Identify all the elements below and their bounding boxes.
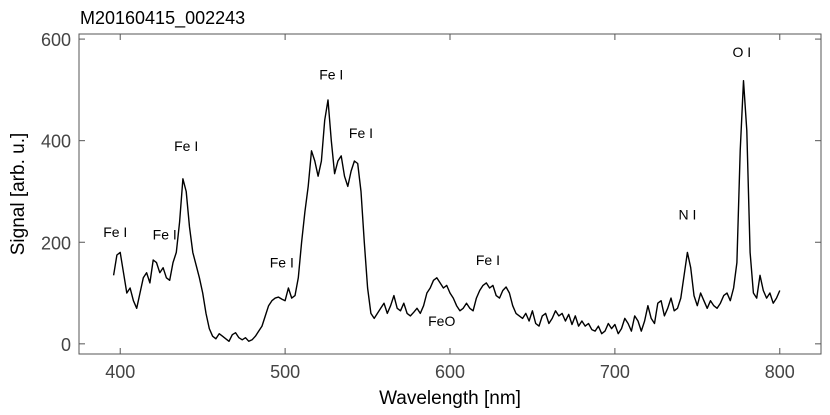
x-axis-label: Wavelength [nm] xyxy=(379,388,521,409)
annotation-label: Fe I xyxy=(103,224,127,240)
x-tick-labels: 400 500 600 700 800 xyxy=(105,362,795,382)
annotation-label: N I xyxy=(678,206,696,222)
y-tick-label: 0 xyxy=(61,335,71,355)
y-tick-label: 600 xyxy=(41,30,71,50)
annotation-label: FeO xyxy=(428,313,455,329)
x-tick-label: 400 xyxy=(105,362,135,382)
x-tick-label: 600 xyxy=(435,362,465,382)
annotation-label: Fe I xyxy=(153,227,177,243)
annotation-label: Fe I xyxy=(174,138,198,154)
chart-title: M20160415_002243 xyxy=(80,8,245,29)
y-tick-labels: 0 200 400 600 xyxy=(41,30,71,355)
annotation-label: Fe I xyxy=(270,255,294,271)
annotation-label: Fe I xyxy=(319,67,343,83)
annotation-label: O I xyxy=(733,44,752,60)
y-axis-label: Signal [arb. u.] xyxy=(8,133,29,256)
annotation-label: Fe I xyxy=(476,252,500,268)
x-tick-label: 800 xyxy=(765,362,795,382)
line-annotations: Fe I Fe I Fe I Fe I Fe I Fe I FeO Fe I N I O I xyxy=(103,44,751,329)
plot-frame xyxy=(78,33,822,355)
axis-ticks xyxy=(79,34,821,354)
signal-series-line xyxy=(112,80,781,342)
y-tick-label: 400 xyxy=(41,132,71,152)
x-tick-label: 700 xyxy=(600,362,630,382)
annotation-label: Fe I xyxy=(349,125,373,141)
y-tick-label: 200 xyxy=(41,233,71,253)
x-tick-label: 500 xyxy=(270,362,300,382)
